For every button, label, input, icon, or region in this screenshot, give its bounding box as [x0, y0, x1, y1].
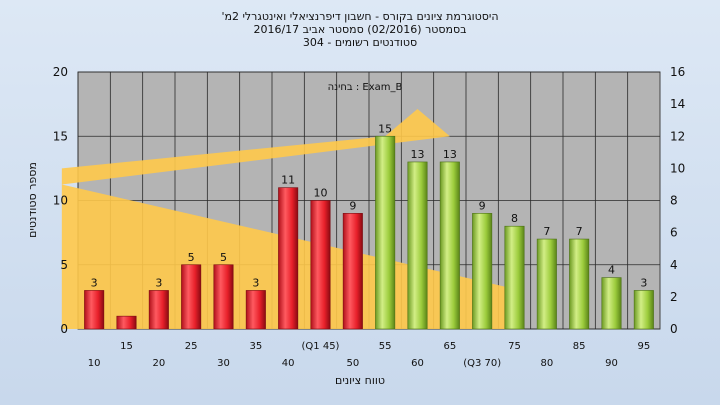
- x-tick-9: 55: [379, 341, 392, 352]
- bar-13: [504, 225, 525, 330]
- chart-title-line-1: 'היסטוגרמת ציונים בקורס - חשבון דיפרנציא…: [221, 10, 498, 23]
- y-axis-left: 0 5 10 15 20: [53, 65, 68, 336]
- bar-12: [472, 213, 493, 330]
- bar-2: [148, 290, 169, 330]
- x-axis-title: טווח ציונים: [335, 374, 385, 387]
- x-tick-17: 95: [637, 341, 650, 352]
- bar-4: [213, 264, 234, 330]
- y2-tick-10: 10: [670, 161, 685, 175]
- y2-tick-0: 0: [670, 322, 678, 336]
- value-label-3: 5: [188, 251, 195, 264]
- bar-1: [116, 315, 137, 330]
- value-label-15: 7: [576, 225, 583, 238]
- x-tick-4: 30: [217, 358, 230, 369]
- value-label-0: 3: [91, 276, 98, 289]
- x-tick-12: (Q3 70): [463, 358, 501, 369]
- value-label-11: 13: [443, 148, 457, 161]
- x-tick-7: (Q1 45): [302, 341, 340, 352]
- y-axis-right: 0 2 4 6 8 10 12 14 16: [670, 65, 685, 336]
- x-axis: 10 15 20 25 30 35 40 (Q1 45) 50 55 60 65 (Q3 70) 75 80…: [88, 341, 650, 369]
- value-label-17: 3: [640, 276, 647, 289]
- value-label-6: 11: [281, 174, 295, 187]
- bar-10: [407, 161, 428, 330]
- value-label-10: 13: [411, 148, 425, 161]
- chart-title-line-3: סטודנטים רשומים - 304: [303, 36, 417, 49]
- x-tick-8: 50: [346, 358, 359, 369]
- y2-tick-14: 14: [670, 97, 685, 111]
- chart-title-line-2: בסמסטר (02/2016) סמסטר אביב 2016/17: [253, 23, 466, 36]
- y2-tick-2: 2: [670, 290, 678, 304]
- y2-tick-12: 12: [670, 129, 685, 143]
- bar-5: [245, 290, 266, 330]
- y2-tick-4: 4: [670, 258, 678, 272]
- value-label-2: 3: [155, 276, 162, 289]
- value-label-5: 3: [252, 276, 259, 289]
- value-label-8: 9: [349, 199, 356, 212]
- value-label-14: 7: [543, 225, 550, 238]
- x-tick-0: 10: [88, 358, 101, 369]
- x-tick-16: 90: [605, 358, 618, 369]
- x-tick-10: 60: [411, 358, 424, 369]
- y-tick-5: 5: [60, 258, 68, 272]
- value-labels: 3 3 5 5 3 11 10 9 15 13 13 9 8 7 7 4 3: [91, 122, 648, 289]
- x-tick-1: 15: [120, 341, 133, 352]
- x-tick-3: 25: [185, 341, 198, 352]
- bar-11: [439, 161, 460, 330]
- bar-15: [569, 238, 590, 330]
- y2-tick-16: 16: [670, 65, 685, 79]
- y-tick-20: 20: [53, 65, 68, 79]
- bar-7: [310, 200, 331, 330]
- x-tick-15: 85: [573, 341, 586, 352]
- value-label-9: 15: [378, 122, 392, 135]
- bar-series: [84, 135, 654, 330]
- bar-14: [536, 238, 557, 330]
- y2-tick-6: 6: [670, 226, 678, 240]
- y2-tick-8: 8: [670, 194, 678, 208]
- value-label-13: 8: [511, 212, 518, 225]
- y-axis-title: מספר סטודנטים: [26, 162, 39, 238]
- y-tick-15: 15: [53, 129, 68, 143]
- bar-9: [375, 135, 396, 330]
- bar-8: [342, 213, 363, 330]
- distribution-area: [61, 108, 515, 329]
- value-label-7: 10: [314, 187, 328, 200]
- x-tick-5: 35: [249, 341, 262, 352]
- value-label-4: 5: [220, 251, 227, 264]
- x-tick-13: 75: [508, 341, 521, 352]
- bar-0: [84, 290, 105, 330]
- y-tick-10: 10: [53, 194, 68, 208]
- x-tick-14: 80: [540, 358, 553, 369]
- x-tick-2: 20: [152, 358, 165, 369]
- value-label-16: 4: [608, 264, 615, 277]
- bar-6: [278, 187, 299, 330]
- exam-annotation: בחינה : Exam_B: [328, 82, 403, 93]
- value-label-12: 9: [479, 199, 486, 212]
- y-tick-0: 0: [60, 322, 68, 336]
- bar-3: [181, 264, 202, 330]
- x-tick-6: 40: [282, 358, 295, 369]
- x-tick-11: 65: [443, 341, 456, 352]
- bar-17: [633, 290, 654, 330]
- bar-16: [601, 277, 622, 330]
